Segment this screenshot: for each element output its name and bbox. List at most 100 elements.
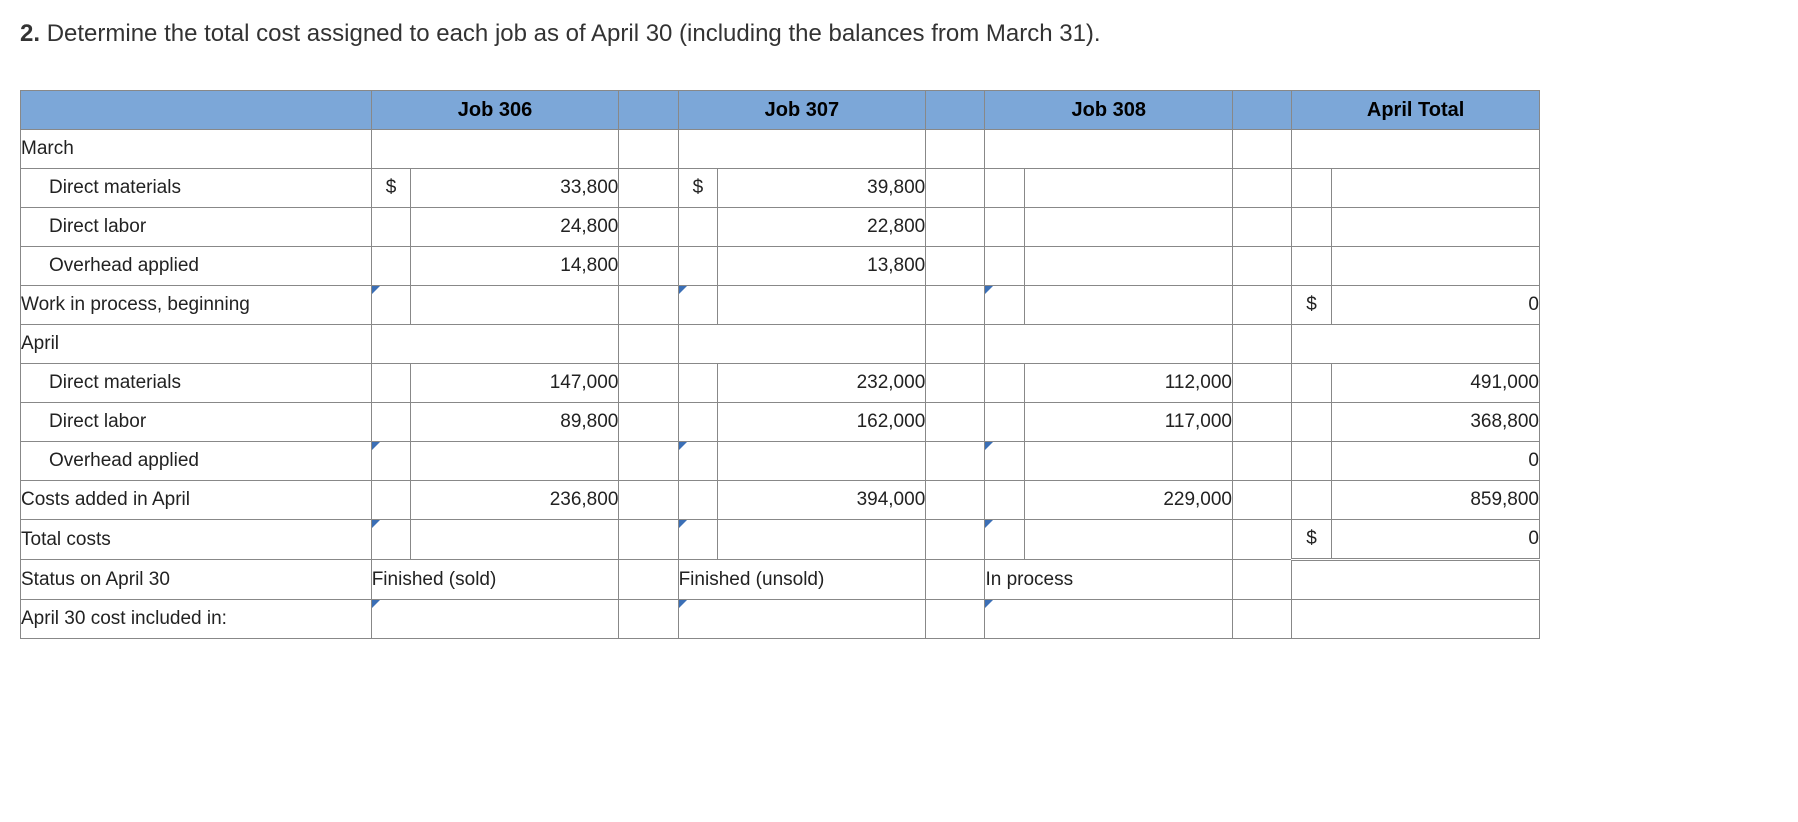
sym-j307[interactable] [678,286,718,325]
sym-j308[interactable] [985,364,1024,403]
cell-empty[interactable] [371,130,619,169]
sym-j307[interactable] [678,403,718,442]
sym-j308[interactable] [985,481,1024,520]
sym-j308[interactable] [985,520,1024,560]
cell-empty[interactable] [1292,130,1540,169]
sym-total[interactable] [1292,247,1332,286]
sym-total[interactable] [1292,403,1332,442]
sym-total[interactable] [1292,364,1332,403]
included-j306[interactable] [371,600,619,639]
included-j308[interactable] [985,600,1233,639]
sym-j308[interactable] [985,169,1024,208]
row-april-heading: April [21,325,1540,364]
sym-total[interactable]: $ [1292,286,1332,325]
status-total[interactable] [1292,560,1540,600]
sym-j307[interactable] [678,247,718,286]
included-j307[interactable] [678,600,926,639]
val-j308[interactable] [1024,286,1232,325]
val-j308[interactable] [1024,208,1232,247]
val-j307[interactable] [718,442,926,481]
val-j308[interactable]: 112,000 [1024,364,1232,403]
val-j307[interactable]: 232,000 [718,364,926,403]
val-j306[interactable]: 24,800 [411,208,619,247]
cell-empty[interactable] [678,325,926,364]
sym-total[interactable] [1292,442,1332,481]
sym-j308[interactable] [985,247,1024,286]
sym-j308[interactable] [985,442,1024,481]
val-total[interactable]: 0 [1331,286,1539,325]
included-total[interactable] [1292,600,1540,639]
val-j306[interactable] [411,520,619,560]
val-j307[interactable]: 394,000 [718,481,926,520]
sym-j306[interactable] [371,247,411,286]
sym-j307[interactable] [678,442,718,481]
val-j306[interactable]: 147,000 [411,364,619,403]
sym-j306[interactable] [371,520,411,560]
val-j307[interactable] [718,286,926,325]
header-gap [619,91,678,130]
cell-empty[interactable] [985,130,1233,169]
val-j306[interactable] [411,286,619,325]
sym-total[interactable] [1292,169,1332,208]
question-text: Determine the total cost assigned to eac… [47,20,1101,47]
label-status: Status on April 30 [21,560,372,600]
row-total-costs: Total costs $ 0 [21,520,1540,560]
val-total[interactable]: 859,800 [1331,481,1539,520]
sym-j306[interactable] [371,481,411,520]
row-included-in: April 30 cost included in: [21,600,1540,639]
sym-j306[interactable] [371,208,411,247]
sym-j306[interactable] [371,286,411,325]
sym-j307[interactable] [678,364,718,403]
sym-j306[interactable]: $ [371,169,411,208]
cell-empty[interactable] [985,325,1233,364]
val-j306[interactable]: 236,800 [411,481,619,520]
sym-j308[interactable] [985,286,1024,325]
table-header-row: Job 306 Job 307 Job 308 April Total [21,91,1540,130]
val-j307[interactable]: 13,800 [718,247,926,286]
sym-total[interactable] [1292,481,1332,520]
val-total[interactable] [1331,247,1539,286]
val-total[interactable]: 0 [1331,442,1539,481]
val-j306[interactable]: 89,800 [411,403,619,442]
status-j308[interactable]: In process [985,560,1233,600]
sym-j307[interactable] [678,208,718,247]
val-total[interactable] [1331,208,1539,247]
header-job308: Job 308 [985,91,1233,130]
val-j307[interactable] [718,520,926,560]
val-j306[interactable]: 33,800 [411,169,619,208]
sym-j307[interactable]: $ [678,169,718,208]
label-april: April [21,325,372,364]
val-j306[interactable] [411,442,619,481]
sym-total[interactable]: $ [1292,520,1332,560]
sym-total[interactable] [1292,208,1332,247]
sym-j306[interactable] [371,403,411,442]
val-total[interactable]: 368,800 [1331,403,1539,442]
cell-empty[interactable] [1292,325,1540,364]
header-job306: Job 306 [371,91,619,130]
val-j308[interactable] [1024,442,1232,481]
label-dm-march: Direct materials [21,169,372,208]
val-j308[interactable]: 117,000 [1024,403,1232,442]
sym-j307[interactable] [678,481,718,520]
val-j308[interactable] [1024,247,1232,286]
val-total[interactable] [1331,169,1539,208]
val-total[interactable]: 0 [1331,520,1539,560]
val-j306[interactable]: 14,800 [411,247,619,286]
val-j307[interactable]: 162,000 [718,403,926,442]
sym-j308[interactable] [985,208,1024,247]
cell-empty[interactable] [678,130,926,169]
status-j307[interactable]: Finished (unsold) [678,560,926,600]
val-j308[interactable]: 229,000 [1024,481,1232,520]
val-j307[interactable]: 22,800 [718,208,926,247]
val-total[interactable]: 491,000 [1331,364,1539,403]
status-j306[interactable]: Finished (sold) [371,560,619,600]
cell-empty[interactable] [371,325,619,364]
sym-j306[interactable] [371,364,411,403]
val-j308[interactable] [1024,520,1232,560]
sym-j308[interactable] [985,403,1024,442]
sym-j306[interactable] [371,442,411,481]
val-j307[interactable]: 39,800 [718,169,926,208]
sym-j307[interactable] [678,520,718,560]
header-job307: Job 307 [678,91,926,130]
val-j308[interactable] [1024,169,1232,208]
